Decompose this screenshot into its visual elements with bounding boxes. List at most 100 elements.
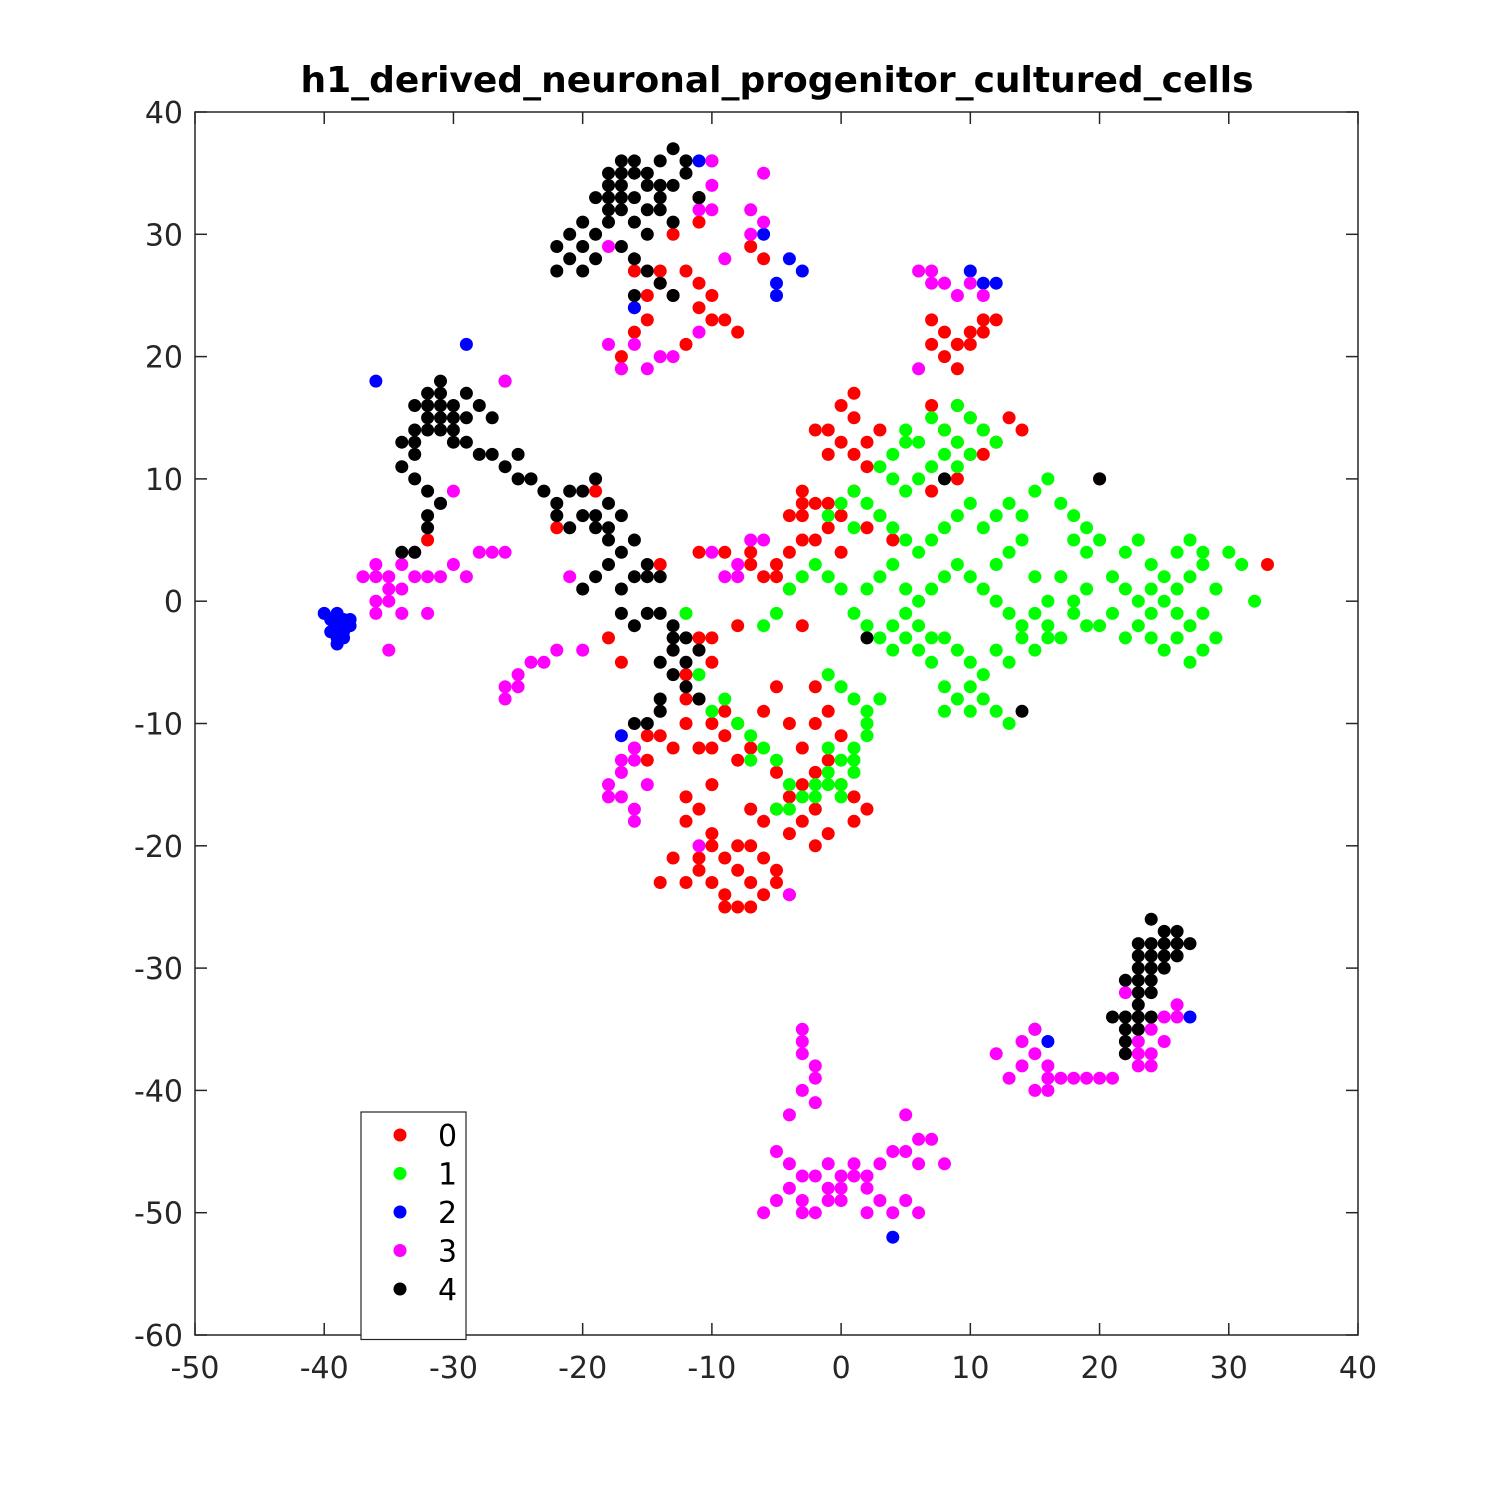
data-point (976, 668, 990, 682)
data-point (614, 790, 628, 804)
y-tick-label: 0 (164, 585, 183, 620)
data-point (770, 876, 783, 889)
data-point (485, 411, 499, 425)
data-point (757, 215, 771, 229)
data-point (1015, 1035, 1029, 1048)
data-point (1183, 1010, 1197, 1024)
data-point (976, 313, 990, 327)
data-point (950, 289, 964, 302)
x-tick-label: 10 (951, 1351, 989, 1386)
data-point (1170, 631, 1184, 645)
data-point (653, 704, 667, 718)
data-point (860, 1206, 874, 1220)
data-point (653, 178, 667, 192)
data-point (938, 631, 951, 645)
data-point (589, 509, 603, 523)
x-axis: -50 -40 -30 -20 -10 0 10 20 30 40 (171, 112, 1377, 1386)
data-point (1041, 1035, 1055, 1048)
data-point (808, 496, 822, 510)
y-tick-label: -50 (134, 1197, 183, 1232)
data-point (1144, 558, 1158, 571)
data-point (795, 790, 809, 804)
data-point (395, 558, 409, 571)
data-point (537, 484, 551, 498)
data-point (666, 350, 680, 364)
data-point (1118, 973, 1132, 987)
data-point (679, 680, 693, 694)
data-point (821, 521, 835, 535)
data-point (744, 227, 758, 241)
data-point (808, 1206, 822, 1220)
data-point (459, 411, 473, 425)
data-point (963, 411, 977, 425)
data-point (692, 741, 706, 755)
data-point (1028, 606, 1042, 620)
data-point (679, 264, 693, 278)
data-point (602, 790, 615, 804)
data-point (821, 1181, 835, 1195)
data-point (434, 496, 447, 510)
data-point (421, 423, 435, 437)
data-point (821, 570, 835, 584)
data-point (498, 692, 512, 706)
data-point (614, 545, 628, 559)
data-point (1144, 961, 1158, 975)
y-tick-label: -40 (134, 1074, 183, 1109)
data-point (950, 399, 964, 412)
data-point (550, 509, 564, 523)
data-point (369, 374, 383, 388)
data-point (757, 533, 771, 547)
y-tick-label: -10 (134, 708, 183, 743)
data-point (627, 264, 641, 278)
data-point (757, 888, 771, 902)
data-point (446, 484, 460, 498)
data-point (860, 496, 874, 510)
data-point (899, 582, 913, 596)
data-point (589, 252, 603, 266)
y-tick-label: 40 (145, 96, 183, 131)
data-point (421, 399, 435, 412)
data-point (821, 1194, 835, 1207)
data-point (1157, 643, 1171, 657)
data-point (1041, 1071, 1055, 1085)
data-point (718, 900, 732, 914)
data-point (873, 631, 887, 645)
data-point (744, 741, 758, 755)
data-point (614, 606, 628, 620)
chart-title: h1_derived_neuronal_progenitor_cultured_… (300, 60, 1253, 101)
y-tick-label: -20 (134, 830, 183, 865)
data-point (873, 1194, 887, 1207)
data-point (860, 1169, 874, 1183)
data-point (627, 215, 641, 229)
data-point (925, 460, 939, 474)
legend-label: 0 (438, 1119, 457, 1154)
x-tick-label: -30 (429, 1351, 478, 1386)
data-point (640, 729, 654, 743)
data-point (834, 509, 848, 523)
data-point (860, 729, 874, 743)
axes-box (194, 111, 1359, 1336)
data-point (808, 778, 822, 792)
data-point (1054, 496, 1068, 510)
data-point (692, 154, 706, 168)
data-point (421, 484, 435, 498)
data-point (1028, 1083, 1042, 1097)
data-point (705, 827, 719, 841)
data-point (1067, 594, 1081, 608)
data-point (589, 227, 603, 241)
y-tick-label: -60 (134, 1319, 183, 1354)
data-point (886, 472, 900, 486)
data-point (1067, 606, 1081, 620)
data-point (1041, 472, 1055, 486)
data-point (770, 1194, 783, 1207)
data-point (912, 619, 926, 633)
data-point (1002, 1071, 1016, 1085)
data-point (795, 1047, 809, 1061)
data-point (666, 631, 680, 645)
data-point (640, 606, 654, 620)
data-point (718, 313, 732, 327)
data-point (524, 472, 538, 486)
data-point (614, 240, 628, 253)
legend-item: 0 (393, 1119, 457, 1154)
data-point (434, 399, 447, 412)
